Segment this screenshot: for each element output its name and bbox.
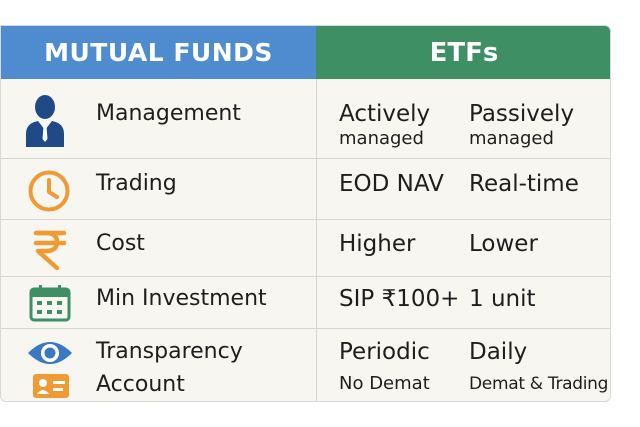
etf-account-value: Demat & Trading <box>469 374 609 394</box>
eye-icon <box>26 337 74 373</box>
etf-management-subtext: managed <box>469 128 554 149</box>
mf-transparency-value: Periodic <box>339 339 430 365</box>
row-label-transparency: Transparency <box>96 339 243 364</box>
row-divider <box>1 219 610 220</box>
row-label-min-investment: Min Investment <box>96 286 267 311</box>
column-divider <box>316 79 317 401</box>
comparison-card: MUTUAL FUNDS ETFs Management Actively ma… <box>0 25 611 402</box>
row-divider <box>1 158 610 159</box>
mf-management-value: Actively <box>339 101 431 127</box>
mf-trading-value: EOD NAV <box>339 171 444 197</box>
mutual-funds-title: MUTUAL FUNDS <box>44 38 273 67</box>
etfs-header: ETFs <box>316 26 610 79</box>
mf-min-investment-value: SIP ₹100+ <box>339 286 460 312</box>
clock-icon <box>27 169 71 217</box>
etf-trading-value: Real-time <box>469 171 579 197</box>
row-divider <box>1 328 610 329</box>
etf-management-value: Passively <box>469 101 575 127</box>
businessman-icon <box>25 94 65 152</box>
row-label-cost: Cost <box>96 231 145 256</box>
id-card-icon <box>33 374 69 401</box>
row-label-trading: Trading <box>96 171 177 196</box>
rupee-icon <box>33 229 67 275</box>
mf-management-subtext: managed <box>339 128 424 149</box>
mf-account-value: No Demat <box>339 373 430 394</box>
row-label-management: Management <box>96 101 241 126</box>
mutual-funds-header: MUTUAL FUNDS <box>1 26 316 79</box>
mf-cost-value: Higher <box>339 231 416 257</box>
etf-cost-value: Lower <box>469 231 538 257</box>
etf-transparency-value: Daily <box>469 339 528 365</box>
etf-min-investment-value: 1 unit <box>469 286 536 312</box>
row-divider <box>1 276 610 277</box>
row-label-account: Account <box>96 372 185 397</box>
etfs-title: ETFs <box>429 37 499 68</box>
calendar-icon <box>29 284 71 326</box>
